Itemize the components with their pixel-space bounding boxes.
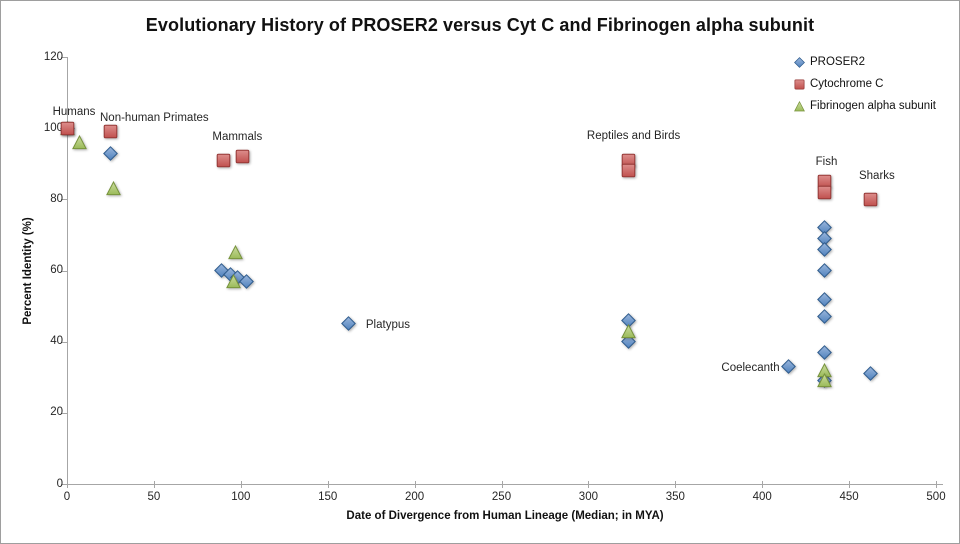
legend-item-fibrinogen-alpha-subunit: Fibrinogen alpha subunit <box>794 95 936 117</box>
y-axis-title: Percent Identity (%) <box>22 217 34 325</box>
chart-title: Evolutionary History of PROSER2 versus C… <box>145 15 815 35</box>
data-point-cytochrome-c <box>863 192 878 207</box>
x-axis-line <box>67 484 943 485</box>
x-axis-tick <box>414 481 416 488</box>
x-tick-label: 400 <box>752 491 772 503</box>
data-point-cytochrome-c <box>621 163 636 178</box>
y-axis-tick <box>61 270 68 272</box>
data-point-cytochrome-c <box>103 124 118 139</box>
data-point-fibrinogen-alpha-subunit <box>620 323 636 339</box>
legend-marker-diamond-icon <box>794 56 805 68</box>
annotation-reptiles-and-birds: Reptiles and Birds <box>586 130 681 142</box>
data-point-proser2 <box>817 241 833 257</box>
x-axis-tick <box>327 481 329 488</box>
data-point-cytochrome-c <box>60 121 75 136</box>
data-point-proser2 <box>238 273 254 289</box>
y-axis-tick <box>61 199 68 201</box>
y-axis-tick <box>61 57 68 58</box>
data-point-cytochrome-c <box>235 149 250 164</box>
annotation-platypus: Platypus <box>365 318 410 331</box>
x-axis-tick <box>936 481 937 488</box>
data-point-proser2 <box>780 359 796 375</box>
data-point-fibrinogen-alpha-subunit <box>226 273 242 289</box>
annotation-fish: Fish <box>815 156 838 168</box>
x-tick-label: 100 <box>231 491 251 503</box>
x-axis-tick <box>762 481 764 488</box>
x-axis-title: Date of Divergence from Human Lineage (M… <box>346 510 664 522</box>
x-axis-tick <box>240 481 242 488</box>
y-tick-label: 0 <box>56 477 63 490</box>
x-axis-tick <box>675 481 677 488</box>
x-tick-label: 500 <box>926 491 946 503</box>
data-point-fibrinogen-alpha-subunit <box>106 181 122 196</box>
data-point-cytochrome-c <box>216 153 231 168</box>
y-tick-label: 80 <box>50 192 63 205</box>
data-point-proser2 <box>817 263 833 278</box>
y-axis-tick <box>61 484 68 485</box>
x-tick-label: 250 <box>491 491 512 503</box>
data-point-fibrinogen-alpha-subunit <box>228 245 244 260</box>
x-axis-tick <box>153 481 155 488</box>
data-point-proser2 <box>341 316 357 332</box>
x-tick-label: 0 <box>63 491 71 503</box>
x-tick-label: 50 <box>147 491 161 503</box>
legend-label: Fibrinogen alpha subunit <box>810 100 936 112</box>
legend-label: Cytochrome C <box>810 78 884 90</box>
legend-marker-square-icon <box>794 79 805 90</box>
legend-item-cytochrome-c: Cytochrome C <box>794 73 936 95</box>
data-point-fibrinogen-alpha-subunit <box>71 134 87 150</box>
data-point-proser2 <box>620 334 636 350</box>
y-tick-label: 120 <box>43 50 63 63</box>
x-axis-tick <box>849 481 851 488</box>
y-axis-tick <box>61 412 68 414</box>
annotation-humans: Humans <box>52 106 96 119</box>
y-tick-label: 60 <box>50 264 63 276</box>
x-tick-label: 200 <box>405 491 425 503</box>
annotation-coelecanth: Coelecanth <box>721 362 780 374</box>
annotation-sharks: Sharks <box>858 170 895 183</box>
data-point-proser2 <box>817 309 833 325</box>
data-point-fibrinogen-alpha-subunit <box>817 373 833 388</box>
data-point-cytochrome-c <box>817 185 832 200</box>
legend-item-proser2: PROSER2 <box>794 51 936 73</box>
x-axis-tick <box>588 481 590 488</box>
annotation-non-human-primates: Non-human Primates <box>100 112 209 125</box>
y-axis-tick <box>61 341 68 343</box>
x-tick-label: 150 <box>318 491 338 503</box>
data-point-proser2 <box>862 366 878 382</box>
y-tick-label: 40 <box>50 335 63 348</box>
legend-label: PROSER2 <box>810 56 865 68</box>
x-tick-label: 450 <box>839 491 859 503</box>
data-point-proser2 <box>817 291 833 307</box>
data-point-proser2 <box>103 145 118 161</box>
y-tick-label: 100 <box>43 121 63 134</box>
x-tick-label: 300 <box>578 491 598 503</box>
chart-legend: PROSER2 Cytochrome C Fibrinogen alpha su… <box>794 51 936 117</box>
x-tick-label: 350 <box>665 491 685 503</box>
annotation-mammals: Mammals <box>212 131 263 144</box>
legend-marker-triangle-icon <box>794 100 805 112</box>
data-point-proser2 <box>817 344 833 360</box>
x-axis-tick <box>501 481 503 488</box>
y-tick-label: 20 <box>50 406 63 419</box>
